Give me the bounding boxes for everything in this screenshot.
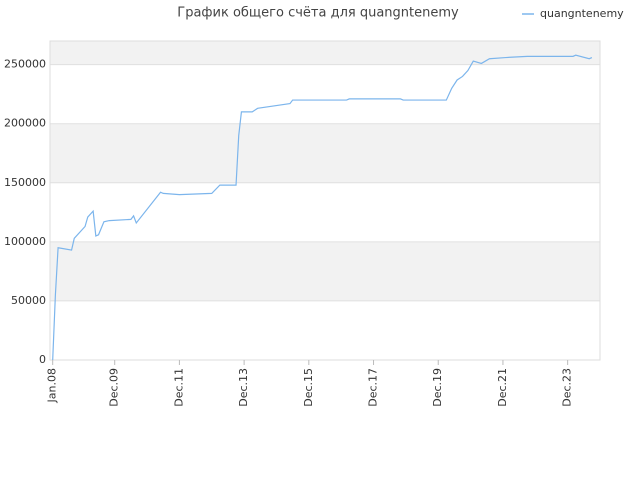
x-tick-label: Dec.19 xyxy=(431,368,444,407)
series-line xyxy=(52,54,593,361)
x-tick-label: Dec.23 xyxy=(561,368,574,407)
x-tick-label: Dec.11 xyxy=(172,368,185,407)
grid-band xyxy=(50,41,600,65)
legend-label: quangntenemy xyxy=(540,7,624,20)
grid-band xyxy=(50,123,600,183)
y-tick-label: 100000 xyxy=(4,235,46,248)
x-tick-label: Dec.13 xyxy=(237,368,250,407)
y-tick-label: 150000 xyxy=(4,176,46,189)
x-tick-label: Dec.09 xyxy=(108,368,121,407)
chart-title: График общего счёта для quangntenemy xyxy=(177,6,459,21)
x-tick-label: Jan.08 xyxy=(46,368,59,403)
y-tick-label: 250000 xyxy=(4,58,46,71)
x-tick-label: Dec.15 xyxy=(302,368,315,407)
y-tick-label: 200000 xyxy=(4,117,46,130)
y-tick-label: 0 xyxy=(39,353,46,366)
grid-band xyxy=(50,241,600,301)
y-tick-label: 50000 xyxy=(11,294,46,307)
plot-frame xyxy=(49,40,601,361)
x-tick-label: Dec.17 xyxy=(367,368,380,407)
x-tick-label: Dec.21 xyxy=(496,368,509,407)
